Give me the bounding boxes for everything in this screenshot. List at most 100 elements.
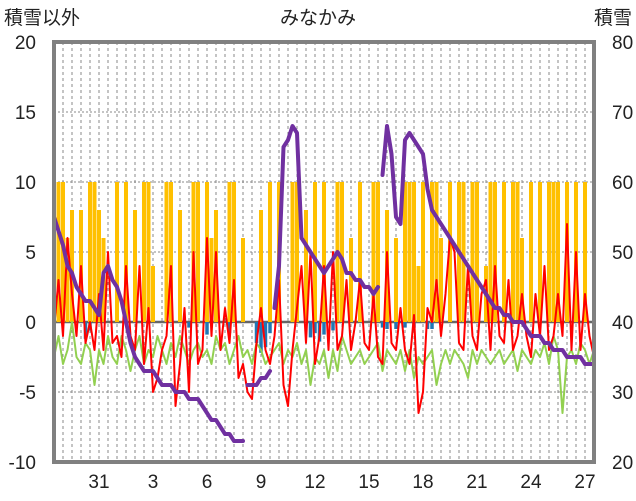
right-tick-label: 70 [612, 103, 633, 124]
sunshine-bar [146, 182, 151, 322]
sunshine-bar [290, 182, 295, 322]
sunshine-bar [164, 182, 169, 322]
right-tick-label: 40 [612, 313, 633, 334]
x-tick-label: 9 [256, 472, 267, 493]
sunshine-bar [407, 182, 412, 322]
sunshine-bar [209, 238, 214, 322]
sunshine-bar [470, 182, 475, 322]
x-tick-label: 15 [358, 472, 379, 493]
sunshine-bar [439, 238, 443, 322]
right-tick-label: 20 [612, 453, 633, 474]
snow-depth-line [245, 369, 272, 387]
sunshine-bar [412, 182, 416, 322]
sunshine-bar [88, 182, 92, 322]
line-layer [52, 124, 596, 443]
sunshine-bar [56, 182, 61, 322]
right-tick-label: 80 [612, 33, 633, 54]
precip-bar [187, 322, 191, 328]
sunshine-bar [227, 182, 232, 322]
sunshine-bar [115, 182, 119, 322]
sunshine-bar [133, 210, 137, 322]
sunshine-bar [241, 238, 245, 322]
sunshine-bar [349, 238, 353, 322]
left-tick-label: -10 [9, 453, 36, 474]
sunshine-bar [416, 266, 421, 322]
sunshine-bar [340, 182, 344, 322]
chart-title: みなかみ [280, 7, 356, 29]
sunshine-bar [493, 182, 497, 322]
precip-bar [322, 322, 326, 335]
left-tick-label: 0 [25, 313, 36, 334]
x-tick-label: 31 [88, 472, 109, 493]
precip-bar [380, 322, 385, 328]
snow-depth-line [272, 124, 380, 310]
sunshine-bar [92, 182, 97, 322]
precip-bar [430, 322, 434, 329]
sunshine-bar [259, 210, 263, 322]
precip-bar [259, 322, 263, 353]
sunshine-bar [583, 182, 587, 322]
sunshine-bar [430, 182, 434, 322]
right-tick-label: 50 [612, 243, 633, 264]
sunshine-bar [313, 182, 317, 322]
sunshine-bar [322, 182, 326, 322]
sunshine-bar [268, 182, 272, 322]
sunshine-bar [304, 210, 308, 322]
x-tick-label: 24 [520, 472, 542, 493]
precip-bar [403, 322, 407, 328]
snow-depth-line [380, 124, 596, 366]
precip-bar [268, 322, 272, 334]
sunshine-bar [461, 182, 466, 322]
sunshine-bar [511, 182, 515, 322]
left-tick-label: 10 [15, 173, 36, 194]
sunshine-bar [538, 182, 542, 322]
sunshine-bar [371, 182, 376, 322]
sunshine-bar [142, 182, 146, 322]
sunshine-bar [551, 182, 556, 322]
sunshine-bar [178, 210, 182, 322]
left-tick-label: 20 [15, 33, 36, 54]
sunshine-bar [376, 182, 380, 322]
sunshine-bar [448, 182, 452, 322]
x-tick-label: 27 [574, 472, 595, 493]
sunshine-bar [488, 182, 493, 322]
sunshine-bar [97, 210, 101, 322]
sunshine-bar [403, 182, 407, 322]
left-tick-label: 15 [15, 103, 36, 124]
precip-bar [263, 322, 268, 348]
sunshine-bar [70, 210, 74, 322]
precip-bar [205, 322, 209, 335]
x-tick-label: 18 [412, 472, 433, 493]
temp-max-line [53, 223, 595, 414]
plot-frame [52, 40, 596, 464]
sunshine-bar [502, 182, 506, 322]
sunshine-bar [232, 182, 236, 322]
precip-bar [308, 322, 313, 338]
sunshine-bar [394, 238, 398, 322]
sunshine-bar [295, 182, 299, 322]
sunshine-bar [196, 182, 200, 322]
precip-bar [313, 322, 317, 334]
x-tick-label: 21 [466, 472, 487, 493]
x-tick-label: 12 [304, 472, 325, 493]
sunshine-bar [124, 182, 128, 322]
precip-bar [394, 322, 398, 329]
sunshine-bar [434, 182, 439, 322]
sunshine-bar [151, 266, 155, 322]
sunshine-bar [169, 182, 173, 322]
sunshine-bar [529, 182, 533, 322]
left-tick-label: 5 [25, 243, 36, 264]
snow-depth-line [52, 215, 245, 443]
sunshine-bar [515, 182, 520, 322]
sunshine-bar [65, 238, 70, 322]
right-axis-label: 積雪 [594, 7, 632, 29]
left-axis-label: 積雪以外 [4, 7, 80, 29]
sunshine-bar [475, 182, 479, 322]
sunshine-bar [358, 182, 362, 322]
precip-bar [227, 322, 232, 334]
precip-bar [385, 322, 389, 329]
precip-bar [254, 322, 259, 343]
sunshine-bar [547, 182, 551, 322]
